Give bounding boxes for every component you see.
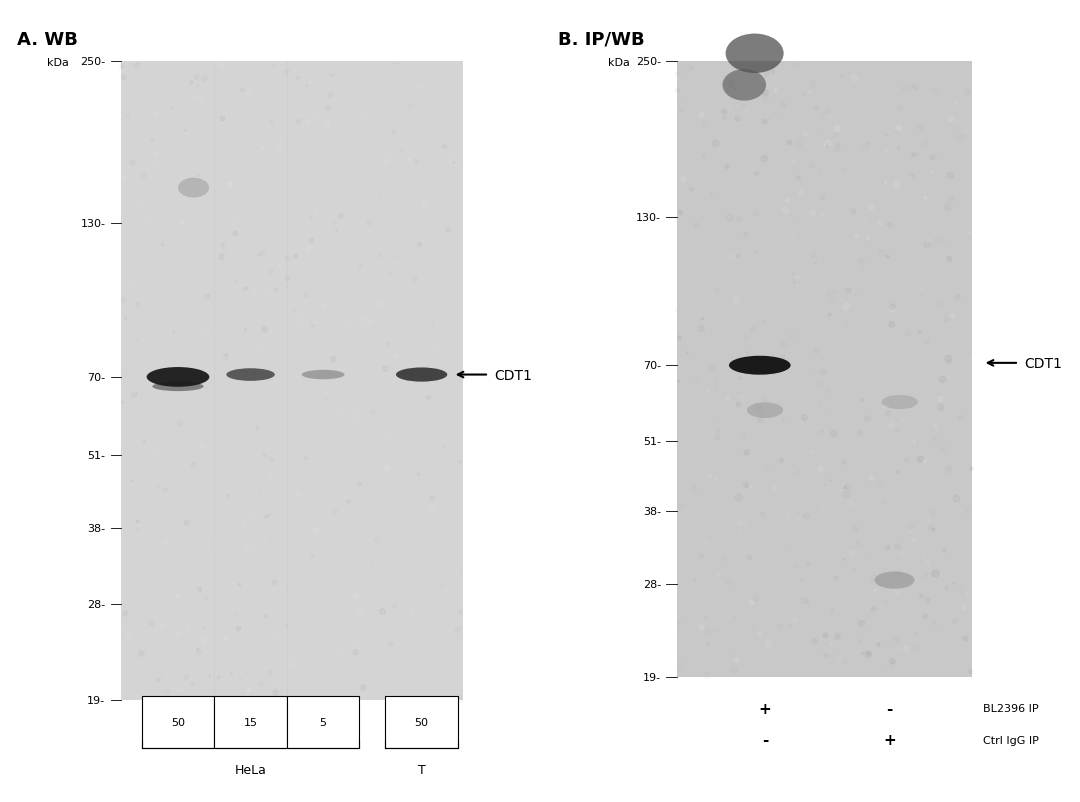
Text: +: + [883, 732, 895, 747]
Text: 130-: 130- [636, 213, 661, 223]
Text: 19-: 19- [87, 695, 106, 706]
Text: +: + [758, 701, 771, 716]
Text: -: - [761, 732, 768, 747]
Bar [214, 697, 287, 747]
Text: 130-: 130- [80, 219, 106, 229]
Text: 50: 50 [415, 717, 429, 727]
Text: T: T [418, 764, 426, 776]
Text: 250-: 250- [80, 57, 106, 67]
Polygon shape [677, 62, 972, 677]
Text: B. IP/WB: B. IP/WB [557, 30, 645, 49]
Text: HeLa: HeLa [234, 764, 267, 776]
Text: 51-: 51- [644, 436, 661, 446]
Bar [386, 697, 458, 747]
Text: 70-: 70- [644, 361, 661, 371]
Ellipse shape [178, 179, 210, 198]
Text: 5: 5 [320, 717, 326, 727]
Ellipse shape [747, 403, 783, 419]
Ellipse shape [723, 70, 766, 102]
Text: A. WB: A. WB [17, 30, 78, 49]
Ellipse shape [881, 395, 918, 410]
Text: 51-: 51- [87, 451, 106, 461]
Ellipse shape [301, 371, 345, 380]
Text: BL2396 IP: BL2396 IP [983, 703, 1038, 713]
Text: 19-: 19- [644, 672, 661, 682]
Text: 250-: 250- [636, 57, 661, 67]
Bar [141, 697, 214, 747]
Text: kDa: kDa [608, 59, 631, 68]
Ellipse shape [729, 356, 791, 375]
Ellipse shape [726, 34, 784, 74]
Text: 50: 50 [171, 717, 185, 727]
Text: 28-: 28- [643, 579, 661, 589]
Ellipse shape [152, 383, 204, 391]
Text: -: - [887, 701, 892, 716]
Text: kDa: kDa [48, 59, 69, 68]
Text: 70-: 70- [87, 372, 106, 383]
Ellipse shape [147, 367, 210, 387]
Bar [287, 697, 360, 747]
Text: CDT1: CDT1 [495, 368, 532, 382]
Text: Ctrl IgG IP: Ctrl IgG IP [983, 735, 1039, 745]
Ellipse shape [396, 368, 447, 383]
Text: CDT1: CDT1 [1024, 356, 1062, 371]
Ellipse shape [227, 369, 274, 382]
Text: 38-: 38- [644, 507, 661, 516]
Ellipse shape [875, 572, 915, 589]
Text: 15: 15 [244, 717, 257, 727]
Polygon shape [121, 62, 463, 700]
Text: 28-: 28- [87, 599, 106, 610]
Text: 38-: 38- [87, 524, 106, 534]
